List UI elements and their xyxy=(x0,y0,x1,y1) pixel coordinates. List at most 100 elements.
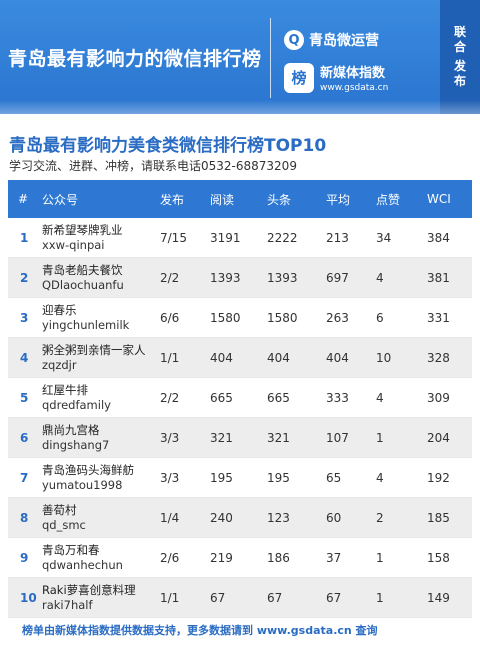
rank-cell: 3 xyxy=(20,310,29,325)
wci-cell: 192 xyxy=(427,470,450,485)
headline-cell: 1580 xyxy=(267,310,298,325)
headline-cell: 321 xyxy=(267,430,290,445)
wci-cell: 158 xyxy=(427,550,450,565)
data-source-footer: 榜单由新媒体指数提供数据支持，更多数据请到 www.gsdata.cn 查询 xyxy=(22,624,378,637)
average-cell: 37 xyxy=(326,550,342,565)
rank-cell: 7 xyxy=(20,470,29,485)
likes-cell: 4 xyxy=(376,390,384,405)
wci-cell: 204 xyxy=(427,430,450,445)
wci-cell: 381 xyxy=(427,270,450,285)
published-cell: 7/15 xyxy=(160,230,187,245)
likes-cell: 1 xyxy=(376,590,384,605)
account-name: 善荀村 xyxy=(42,503,77,517)
header-rank: # xyxy=(18,192,29,206)
headline-cell: 186 xyxy=(267,550,290,565)
joint-char: 联 xyxy=(453,25,466,39)
table-row: 10 Raki萝喜创意料理 raki7half 1/1 67 67 67 1 149 xyxy=(8,578,472,618)
published-cell: 1/4 xyxy=(160,510,180,525)
account-id: dingshang7 xyxy=(42,438,110,452)
table-row: 6 鼎尚九宫格 dingshang7 3/3 321 321 107 1 204 xyxy=(8,418,472,458)
published-cell: 2/2 xyxy=(160,390,180,405)
headline-cell: 2222 xyxy=(267,230,298,245)
table-row: 5 红屋牛排 qdredfamily 2/2 665 665 333 4 309 xyxy=(8,378,472,418)
account-name: Raki萝喜创意料理 xyxy=(42,583,136,597)
account-cell[interactable]: 鼎尚九宫格 dingshang7 xyxy=(42,422,160,453)
account-id: qdredfamily xyxy=(42,398,111,412)
likes-cell: 4 xyxy=(376,470,384,485)
account-id: qd_smc xyxy=(42,518,86,532)
brand-qingdao-weiyunying: Q 青岛微运营 xyxy=(284,30,379,50)
joint-char: 发 xyxy=(453,59,466,73)
account-id: yumatou1998 xyxy=(42,478,123,492)
rank-cell: 10 xyxy=(20,590,37,605)
account-cell[interactable]: 红屋牛排 qdredfamily xyxy=(42,382,160,413)
header-average: 平均 xyxy=(326,192,351,207)
wci-cell: 331 xyxy=(427,310,450,325)
account-cell[interactable]: 迎春乐 yingchunlemilk xyxy=(42,302,160,333)
account-cell[interactable]: 新希望琴牌乳业 xxw-qinpai xyxy=(42,222,160,253)
rank-cell: 5 xyxy=(20,390,29,405)
account-name: 青岛渔码头海鲜舫 xyxy=(42,463,134,477)
average-cell: 65 xyxy=(326,470,342,485)
likes-cell: 4 xyxy=(376,270,384,285)
average-cell: 404 xyxy=(326,350,349,365)
page-title: 青岛最有影响力美食类微信排行榜TOP10 xyxy=(9,136,327,156)
account-name: 粥全粥到亲情一家人 xyxy=(42,343,146,357)
account-name: 青岛万和春 xyxy=(42,543,100,557)
reads-cell: 219 xyxy=(210,550,233,565)
average-cell: 697 xyxy=(326,270,349,285)
account-cell[interactable]: 青岛老船夫餐饮 QDlaochuanfu xyxy=(42,262,160,293)
account-name: 鼎尚九宫格 xyxy=(42,423,100,437)
account-cell[interactable]: Raki萝喜创意料理 raki7half xyxy=(42,582,160,613)
wci-cell: 149 xyxy=(427,590,450,605)
rank-cell: 6 xyxy=(20,430,29,445)
likes-cell: 1 xyxy=(376,430,384,445)
likes-cell: 2 xyxy=(376,510,384,525)
reads-cell: 1580 xyxy=(210,310,241,325)
account-cell[interactable]: 善荀村 qd_smc xyxy=(42,502,160,533)
account-id: QDlaochuanfu xyxy=(42,278,124,292)
gsdata-logo-icon: 榜 xyxy=(284,62,314,93)
rank-cell: 4 xyxy=(20,350,29,365)
table-row: 1 新希望琴牌乳业 xxw-qinpai 7/15 3191 2222 213 34 384 xyxy=(8,218,472,258)
rank-cell: 9 xyxy=(20,550,29,565)
table-row: 4 粥全粥到亲情一家人 zqzdjr 1/1 404 404 404 10 328 xyxy=(8,338,472,378)
brand1-name: 青岛微运营 xyxy=(309,33,379,49)
published-cell: 2/2 xyxy=(160,270,180,285)
reads-cell: 67 xyxy=(210,590,226,605)
average-cell: 107 xyxy=(326,430,349,445)
headline-cell: 404 xyxy=(267,350,290,365)
qingdao-logo-icon: Q xyxy=(284,30,304,50)
reads-cell: 404 xyxy=(210,350,233,365)
reads-cell: 1393 xyxy=(210,270,241,285)
joint-release-badge: 联 合 发 布 xyxy=(440,0,480,114)
likes-cell: 34 xyxy=(376,230,392,245)
likes-cell: 6 xyxy=(376,310,384,325)
account-cell[interactable]: 粥全粥到亲情一家人 zqzdjr xyxy=(42,342,160,373)
table-header: # 公众号 发布 阅读 头条 平均 点赞 WCI xyxy=(8,180,472,218)
joint-char: 布 xyxy=(453,74,466,88)
banner-divider xyxy=(270,18,271,98)
wci-cell: 309 xyxy=(427,390,450,405)
rank-cell: 1 xyxy=(20,230,29,245)
table-row: 3 迎春乐 yingchunlemilk 6/6 1580 1580 263 6 331 xyxy=(8,298,472,338)
account-id: xxw-qinpai xyxy=(42,238,105,252)
average-cell: 60 xyxy=(326,510,342,525)
account-cell[interactable]: 青岛渔码头海鲜舫 yumatou1998 xyxy=(42,462,160,493)
header-likes: 点赞 xyxy=(376,192,401,207)
account-id: zqzdjr xyxy=(42,358,77,372)
headline-cell: 665 xyxy=(267,390,290,405)
table-row: 2 青岛老船夫餐饮 QDlaochuanfu 2/2 1393 1393 697 4 381 xyxy=(8,258,472,298)
account-cell[interactable]: 青岛万和春 qdwanhechun xyxy=(42,542,160,573)
headline-cell: 123 xyxy=(267,510,290,525)
rank-cell: 2 xyxy=(20,270,29,285)
table-row: 9 青岛万和春 qdwanhechun 2/6 219 186 37 1 158 xyxy=(8,538,472,578)
average-cell: 67 xyxy=(326,590,342,605)
table-body: 1 新希望琴牌乳业 xxw-qinpai 7/15 3191 2222 213 34 384 2 青… xyxy=(8,218,472,618)
average-cell: 333 xyxy=(326,390,349,405)
headline-cell: 195 xyxy=(267,470,290,485)
headline-cell: 1393 xyxy=(267,270,298,285)
published-cell: 3/3 xyxy=(160,430,180,445)
header-reads: 阅读 xyxy=(210,192,235,207)
table-row: 7 青岛渔码头海鲜舫 yumatou1998 3/3 195 195 65 4 192 xyxy=(8,458,472,498)
